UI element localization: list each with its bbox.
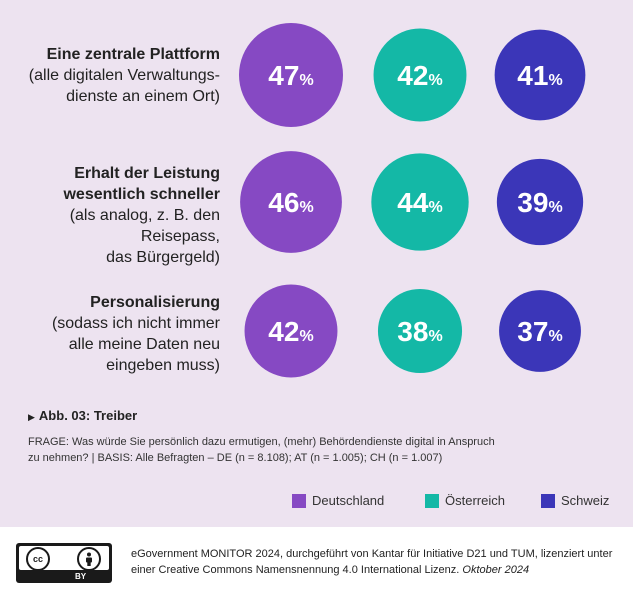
bubble-schweiz: 37% (499, 290, 581, 372)
bubble-value-label: 46% (268, 187, 313, 218)
bubble-value-label: 37% (517, 316, 562, 347)
legend: Deutschland Österreich Schweiz (0, 493, 633, 513)
legend-label: Schweiz (561, 493, 610, 508)
footer-text: eGovernment MONITOR 2024, durchgeführt v… (131, 546, 621, 578)
bubble-circle (240, 151, 342, 253)
row-label-sub: eingeben muss) (106, 357, 220, 374)
person-icon (77, 547, 101, 571)
bubble-oesterreich: 44% (371, 153, 469, 251)
bubble-value-label: 39% (517, 187, 562, 218)
bubble-value-label: 42% (268, 316, 313, 347)
bubble-circle (239, 23, 343, 127)
question-basis-text: FRAGE: Was würde Sie persönlich dazu erm… (28, 436, 495, 464)
bubble-deutschland: 42% (244, 284, 338, 378)
legend-swatch (541, 493, 555, 508)
bubble-schweiz: 41% (494, 29, 586, 121)
bubble-circle (499, 290, 581, 372)
bubble-deutschland: 46% (240, 151, 342, 253)
bubble-schweiz: 39% (496, 158, 584, 246)
legend-label: Österreich (445, 493, 505, 508)
row-label-2: Personalisierung (sodass ich nicht immer… (52, 292, 220, 376)
cc-by-license-logo[interactable]: cc BY (16, 543, 112, 583)
row-label-sub: (sodass ich nicht immer (51, 315, 220, 332)
bubble-circle (371, 153, 469, 251)
row-label-sub: dienste an einem Ort) (66, 88, 220, 105)
bubble-circle (496, 158, 584, 246)
footer-license-text: eGovernment MONITOR 2024, durchgeführt v… (131, 548, 613, 576)
legend-item-schweiz: Schweiz (541, 493, 609, 508)
bubble-circle (373, 28, 467, 122)
row-label-bold: Personalisierung (90, 294, 220, 311)
bubble-value-label: 42% (397, 60, 442, 91)
row-label-bold: Eine zentrale Plattform (46, 46, 220, 63)
row-label-sub: alle meine Daten neu (68, 336, 220, 353)
figure-label: ▶ Abb. 03: Treiber (28, 408, 138, 423)
row-label-bold: Erhalt der Leistung (74, 165, 220, 182)
bubble-circle (494, 29, 586, 121)
bubble-value-label: 38% (397, 316, 442, 347)
legend-swatch (292, 493, 306, 508)
bubble-circle (244, 284, 338, 378)
row-label-1: Erhalt der Leistung wesentlich schneller… (0, 163, 220, 268)
bubble-circle (377, 288, 463, 374)
legend-item-oesterreich: Österreich (425, 493, 505, 508)
row-label-bold: wesentlich schneller (63, 186, 220, 203)
bubble-chart: 47% 42% 41% 46% 44% 39% 42% 38% 37% (239, 23, 586, 378)
bubble-deutschland: 47% (239, 23, 343, 127)
row-label-sub: (alle digitalen Verwaltungs- (28, 67, 220, 84)
bubble-oesterreich: 38% (377, 288, 463, 374)
legend-label: Deutschland (312, 493, 385, 508)
cc-icon: cc (26, 547, 50, 571)
bubble-value-label: 41% (517, 60, 562, 91)
row-label-sub: (als analog, z. B. den Reisepass, (69, 207, 220, 245)
legend-swatch (425, 493, 439, 508)
legend-item-deutschland: Deutschland (292, 493, 384, 508)
row-label-sub: das Bürgergeld) (106, 249, 220, 266)
bubble-oesterreich: 42% (373, 28, 467, 122)
cc-badge-box: cc (19, 546, 109, 571)
triangle-right-icon: ▶ (28, 412, 35, 422)
bubble-value-label: 47% (268, 60, 313, 91)
bubble-value-label: 44% (397, 187, 442, 218)
row-label-0: Eine zentrale Plattform (alle digitalen … (29, 44, 220, 107)
by-label: BY (75, 572, 87, 581)
footer-date: Oktober 2024 (462, 564, 530, 576)
